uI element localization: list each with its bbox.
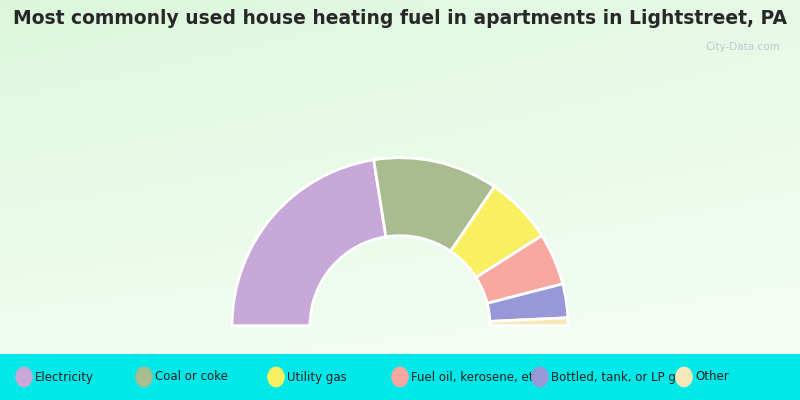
Wedge shape xyxy=(476,236,562,303)
Text: Electricity: Electricity xyxy=(35,370,94,384)
Ellipse shape xyxy=(675,367,693,387)
Ellipse shape xyxy=(267,367,285,387)
Ellipse shape xyxy=(391,367,409,387)
Ellipse shape xyxy=(15,367,33,387)
Ellipse shape xyxy=(531,367,549,387)
Wedge shape xyxy=(487,284,568,322)
Ellipse shape xyxy=(135,367,153,387)
Wedge shape xyxy=(374,158,494,251)
Text: Bottled, tank, or LP gas: Bottled, tank, or LP gas xyxy=(551,370,690,384)
Text: Coal or coke: Coal or coke xyxy=(155,370,228,384)
Text: Fuel oil, kerosene, etc.: Fuel oil, kerosene, etc. xyxy=(411,370,544,384)
Text: City-Data.com: City-Data.com xyxy=(706,42,780,52)
Text: Utility gas: Utility gas xyxy=(287,370,347,384)
Wedge shape xyxy=(232,160,386,326)
Text: Other: Other xyxy=(695,370,729,384)
Text: Most commonly used house heating fuel in apartments in Lightstreet, PA: Most commonly used house heating fuel in… xyxy=(13,9,787,28)
Wedge shape xyxy=(450,187,542,278)
Wedge shape xyxy=(490,318,568,326)
